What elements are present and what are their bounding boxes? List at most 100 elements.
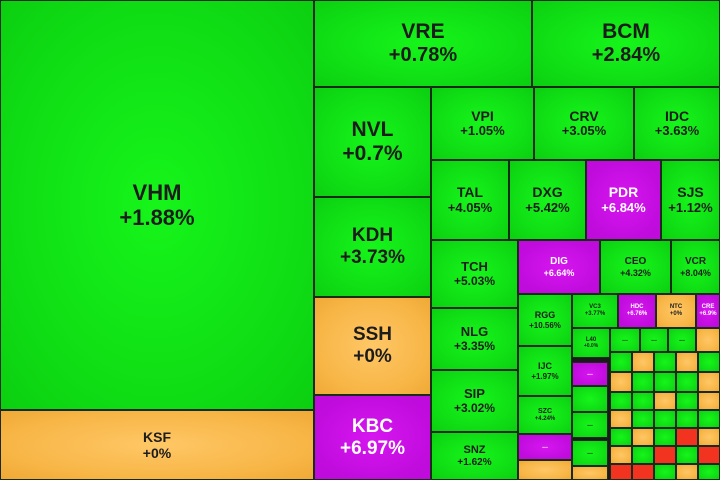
tile-dig[interactable]: DIG +6.64% xyxy=(518,240,600,294)
tile-micro[interactable] xyxy=(654,352,676,372)
tile-vc3[interactable]: VC3 +3.77% xyxy=(572,294,618,328)
tile-symbol: ... xyxy=(587,420,593,428)
tile-small[interactable]: ... xyxy=(572,412,608,438)
tile-micro[interactable] xyxy=(698,428,720,446)
tile-micro[interactable] xyxy=(632,464,654,480)
tile-tch[interactable]: TCH +5.03% xyxy=(431,240,518,308)
tile-micro[interactable] xyxy=(698,392,720,410)
tile-ceo[interactable]: CEO +4.32% xyxy=(600,240,671,294)
tile-rgg[interactable]: RGG +10.56% xyxy=(518,294,572,346)
tile-micro[interactable] xyxy=(698,410,720,428)
tile-micro[interactable] xyxy=(632,352,654,372)
tile-symbol: CRV xyxy=(569,107,599,124)
tile-change: +4.32% xyxy=(620,267,651,278)
tile-micro[interactable] xyxy=(610,392,632,410)
tile-ntc[interactable]: NTC +0% xyxy=(656,294,696,328)
tile-sip[interactable]: SIP +3.02% xyxy=(431,370,518,432)
tile-micro[interactable] xyxy=(676,392,698,410)
tile-micro[interactable] xyxy=(632,446,654,464)
tile-small[interactable]: ... xyxy=(640,328,668,352)
tile-micro[interactable] xyxy=(654,410,676,428)
tile-micro[interactable] xyxy=(676,410,698,428)
tile-micro[interactable] xyxy=(654,392,676,410)
tile-micro[interactable] xyxy=(610,410,632,428)
tile-micro[interactable] xyxy=(676,464,698,480)
tile-nlg[interactable]: NLG +3.35% xyxy=(431,308,518,370)
tile-small[interactable]: ... xyxy=(572,362,608,386)
tile-symbol: CEO xyxy=(624,256,647,268)
tile-l40[interactable]: L40 +0.0% xyxy=(572,328,610,358)
tile-micro[interactable] xyxy=(610,372,632,392)
tile-micro[interactable] xyxy=(632,372,654,392)
tile-symbol: KBC xyxy=(351,415,394,437)
tile-dxg[interactable]: DXG +5.42% xyxy=(509,160,586,240)
tile-ijc[interactable]: IJC +1.97% xyxy=(518,346,572,396)
tile-tal[interactable]: TAL +4.05% xyxy=(431,160,509,240)
tile-szc[interactable]: SZC +4.24% xyxy=(518,396,572,434)
tile-vhm[interactable]: VHM +1.88% xyxy=(0,0,314,410)
tile-symbol: BCM xyxy=(602,19,650,43)
tile-symbol: IDC xyxy=(664,107,690,124)
tile-small[interactable]: ... xyxy=(572,440,608,466)
tile-change: +3.63% xyxy=(654,123,700,139)
tile-micro[interactable] xyxy=(654,464,676,480)
tile-change: +1.12% xyxy=(668,199,713,215)
tile-pdr[interactable]: PDR +6.84% xyxy=(586,160,661,240)
tile-micro[interactable] xyxy=(654,428,676,446)
tile-symbol: SSH xyxy=(352,324,393,346)
tile-micro[interactable] xyxy=(698,446,720,464)
tile-change: +0% xyxy=(142,445,172,461)
tile-micro[interactable] xyxy=(676,428,698,446)
tile-symbol: NLG xyxy=(460,323,489,339)
tile-symbol: SZC xyxy=(538,407,552,415)
tile-symbol: VCR xyxy=(684,256,707,268)
tile-symbol: SJS xyxy=(677,184,704,201)
tile-micro[interactable] xyxy=(654,372,676,392)
tile-micro[interactable] xyxy=(654,446,676,464)
tile-sjs[interactable]: SJS +1.12% xyxy=(661,160,720,240)
tile-micro[interactable] xyxy=(610,428,632,446)
tile-micro[interactable] xyxy=(632,392,654,410)
tile-symbol: HDC xyxy=(630,304,644,311)
tile-idc[interactable]: IDC +3.63% xyxy=(634,87,720,160)
tile-micro[interactable] xyxy=(610,446,632,464)
tile-small[interactable]: ... xyxy=(610,328,640,352)
tile-micro[interactable] xyxy=(572,386,608,412)
tile-micro[interactable] xyxy=(632,428,654,446)
tile-change: +2.84% xyxy=(591,44,661,67)
tile-micro[interactable] xyxy=(698,352,720,372)
tile-micro[interactable] xyxy=(610,352,632,372)
tile-kdh[interactable]: KDH +3.73% xyxy=(314,197,431,297)
tile-vpi[interactable]: VPI +1.05% xyxy=(431,87,534,160)
tile-symbol: SNZ xyxy=(463,443,486,456)
tile-crv[interactable]: CRV +3.05% xyxy=(534,87,634,160)
tile-ksf[interactable]: KSF +0% xyxy=(0,410,314,480)
tile-hdc[interactable]: HDC +6.76% xyxy=(618,294,656,328)
tile-micro[interactable] xyxy=(698,372,720,392)
tile-ssh[interactable]: SSH +0% xyxy=(314,297,431,395)
tile-micro[interactable] xyxy=(632,410,654,428)
tile-cre[interactable]: CRE +6.9% xyxy=(696,294,720,328)
tile-micro[interactable] xyxy=(698,464,720,480)
tile-vcr[interactable]: VCR +8.04% xyxy=(671,240,720,294)
tile-bcm[interactable]: BCM +2.84% xyxy=(532,0,720,87)
tile-symbol: VC3 xyxy=(589,304,601,311)
tile-vre[interactable]: VRE +0.78% xyxy=(314,0,532,87)
tile-symbol: IJC xyxy=(537,361,552,372)
tile-change: +1.97% xyxy=(531,371,559,381)
tile-symbol: ... xyxy=(651,335,657,343)
tile-change: +5.42% xyxy=(525,199,570,215)
tile-snz[interactable]: SNZ +1.62% xyxy=(431,432,518,480)
tile-micro[interactable] xyxy=(572,466,608,480)
tile-small[interactable]: ... xyxy=(668,328,696,352)
tile-micro[interactable] xyxy=(610,464,632,480)
tile-micro[interactable] xyxy=(518,460,572,480)
tile-symbol: DXG xyxy=(532,184,563,201)
tile-micro[interactable] xyxy=(676,446,698,464)
tile-micro[interactable] xyxy=(676,352,698,372)
tile-micro[interactable] xyxy=(696,328,720,352)
tile-small[interactable]: ... xyxy=(518,434,572,460)
tile-kbc[interactable]: KBC +6.97% xyxy=(314,395,431,480)
tile-nvl[interactable]: NVL +0.7% xyxy=(314,87,431,197)
tile-micro[interactable] xyxy=(676,372,698,392)
